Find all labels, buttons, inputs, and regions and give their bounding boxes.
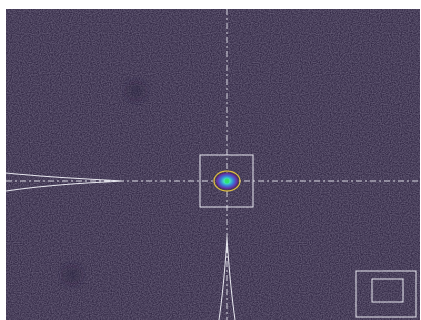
beam-profile-image [6,9,420,320]
horizontal-profile-curve [6,172,123,192]
beam-image-viewport[interactable] [6,9,420,320]
overview-navigator[interactable] [355,270,417,318]
dark-speck [129,84,143,98]
dark-speck [65,268,79,282]
roi-box[interactable] [199,154,254,208]
beam-peak [224,178,230,184]
navigator-view-rect[interactable] [371,278,404,303]
beam-fit-ellipse [213,170,241,192]
vertical-profile-curve [218,236,236,320]
image-noise [6,9,420,320]
